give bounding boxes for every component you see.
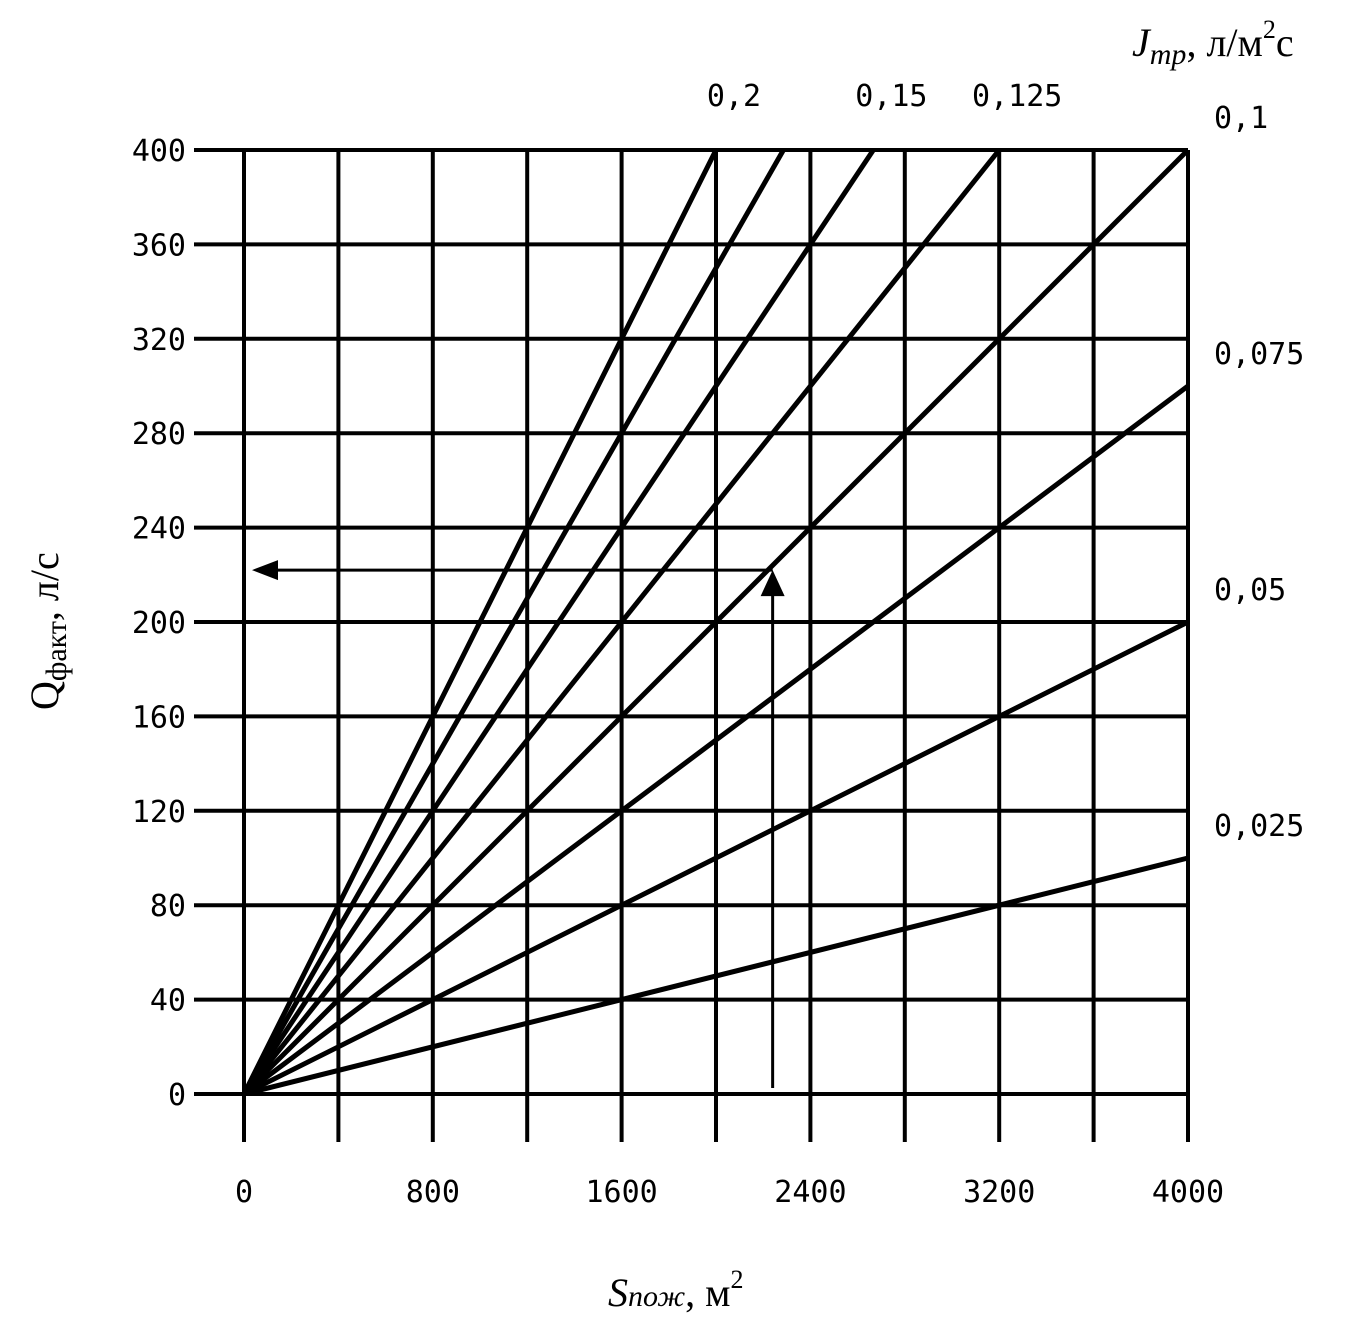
series-line-7 — [243, 855, 1189, 1097]
y-tick-label-5: 200 — [132, 606, 186, 641]
x-axis-title-rest: , м — [685, 1270, 730, 1315]
y-tick-label-1: 40 — [150, 984, 186, 1019]
y-axis-title-rest: , л/с — [22, 552, 67, 621]
y-tick-label-9: 360 — [132, 228, 186, 263]
y-tick-label-7: 280 — [132, 417, 186, 452]
series-title-sup: 2 — [1263, 15, 1276, 44]
series-title-main: J — [1132, 20, 1152, 65]
x-tick-label-3: 2400 — [774, 1175, 846, 1210]
series-title-tail: с — [1276, 20, 1294, 65]
y-tick-label-2: 80 — [150, 889, 186, 924]
y-axis-title: Qфакт, л/с — [22, 552, 73, 710]
arrow-up-head — [760, 570, 785, 597]
series-label-4: 0,1 — [1214, 101, 1268, 136]
series-labels: 0,2 0,15 0,125 0,1 0,075 0,05 0,025 — [707, 79, 1304, 844]
series-label-3: 0,125 — [972, 79, 1062, 114]
x-tick-label-5: 4000 — [1152, 1175, 1224, 1210]
y-axis-title-sub: факт — [40, 621, 73, 681]
series-line-3 — [242, 148, 1002, 1096]
series-title-rest: , л/м — [1186, 20, 1262, 65]
series-label-5: 0,075 — [1214, 337, 1304, 372]
chart-grid — [194, 148, 1190, 1142]
x-tick-label-0: 0 — [235, 1175, 253, 1210]
x-tick-label-2: 1600 — [585, 1175, 657, 1210]
y-tick-label-8: 320 — [132, 323, 186, 358]
x-axis-title: Sпож, м2 — [608, 1265, 743, 1315]
x-tick-label-1: 800 — [406, 1175, 460, 1210]
y-tick-labels: 0 40 80 120 160 200 240 280 320 360 400 — [132, 134, 186, 1113]
y-tick-label-3: 120 — [132, 795, 186, 830]
series-line-4 — [242, 148, 1190, 1096]
x-tick-labels: 0 800 1600 2400 3200 4000 — [235, 1175, 1224, 1210]
x-axis-title-main: S — [608, 1270, 628, 1315]
reading-arrows — [252, 560, 785, 1088]
arrow-left-head — [252, 560, 278, 581]
y-tick-label-4: 160 — [132, 700, 186, 735]
x-axis-title-sub: пож — [628, 1280, 685, 1313]
series-label-0: 0,2 — [707, 79, 761, 114]
series-label-2: 0,15 — [855, 79, 927, 114]
series-label-6: 0,05 — [1214, 573, 1286, 608]
series-line-5 — [242, 384, 1190, 1096]
series-title-sub: тр — [1150, 38, 1187, 71]
y-axis-title-main: Q — [22, 681, 67, 710]
y-tick-label-0: 0 — [168, 1078, 186, 1113]
series-line-0 — [241, 148, 719, 1096]
y-tick-label-10: 400 — [132, 134, 186, 169]
series-line-6 — [242, 619, 1190, 1097]
series-label-title: Jтр, л/м2с — [1132, 15, 1294, 71]
series-label-7: 0,025 — [1214, 809, 1304, 844]
chart-series — [241, 148, 1190, 1097]
series-line-2 — [241, 148, 876, 1096]
x-tick-label-4: 3200 — [963, 1175, 1035, 1210]
x-axis-title-sup: 2 — [730, 1265, 743, 1294]
series-line-1 — [241, 148, 786, 1096]
y-tick-label-6: 240 — [132, 512, 186, 547]
